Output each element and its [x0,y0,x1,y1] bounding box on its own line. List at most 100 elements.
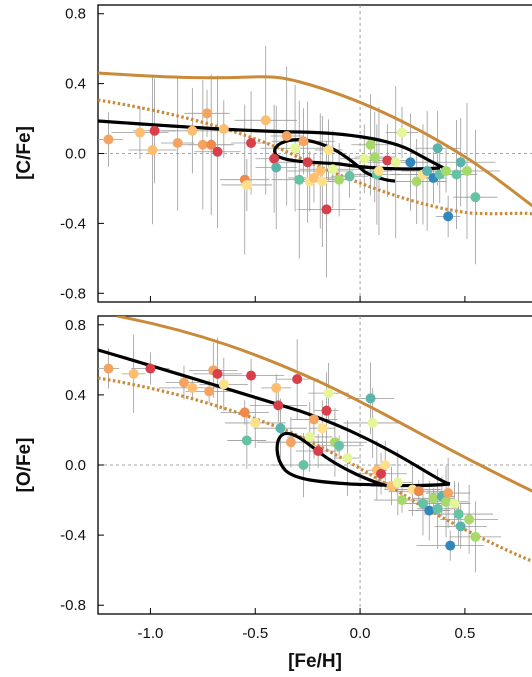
data-point [204,386,215,397]
data-point [449,498,460,509]
data-point [281,131,292,142]
data-point [321,405,332,416]
data-point [197,139,208,150]
data-point [241,179,252,190]
data-point [369,151,380,162]
data-point [405,157,416,168]
data-point [413,486,424,497]
data-point [212,368,223,379]
data-point [327,164,338,175]
x-tick-label: -1.0 [137,625,163,642]
data-point [103,134,114,145]
data-point [397,127,408,138]
data-point [315,165,326,176]
x-tick-label: 0.5 [454,625,475,642]
data-point [323,388,334,399]
carbon-y-ticks: 0.8 0.4 0.0 -0.4 -0.8 [60,6,104,302]
oxygen-y-ticks: 0.8 0.4 0.0 -0.4 -0.8 [60,317,104,614]
data-point [218,124,229,135]
data-point [464,514,475,525]
data-point [411,176,422,187]
oxygen-model-curve-solid [116,316,532,493]
data-point [294,174,305,185]
oxygen-y-axis-title: [O/Fe] [14,438,35,493]
data-point [302,157,313,168]
data-point [269,153,280,164]
data-point [417,498,428,509]
data-point [470,531,481,542]
oxygen-x-ticks: -1.0 -0.5 0.0 0.5 [137,608,475,642]
data-point [376,468,387,479]
data-point [313,445,324,456]
oxygen-model-track-outer [98,348,451,486]
data-point [455,521,466,532]
data-point [365,393,376,404]
y-tick-label: 0.0 [65,457,86,474]
carbon-x-ticks [149,296,466,302]
data-point [365,139,376,150]
data-point [271,162,282,173]
x-tick-label: -0.5 [242,625,268,642]
data-point [390,157,401,168]
data-point [441,496,452,507]
data-point [149,125,160,136]
data-point [202,108,213,119]
data-point [218,379,229,390]
data-point [317,176,328,187]
data-point [342,452,353,463]
data-point [187,125,198,136]
data-point [334,174,345,185]
data-point [323,145,334,156]
data-point [321,204,332,215]
data-point [359,153,370,164]
x-axis-title: [Fe/H] [288,651,342,672]
data-point [424,505,435,516]
oxygen-model-curve-dotted [98,376,532,563]
y-tick-label: -0.4 [60,527,86,544]
y-tick-label: 0.8 [65,6,86,23]
data-point [275,423,286,434]
data-point [392,477,403,488]
data-point [134,127,145,138]
data-point [441,165,452,176]
data-point [344,171,355,182]
data-point [451,169,462,180]
data-point [432,503,443,514]
y-tick-label: -0.8 [60,597,86,614]
data-point [290,143,301,154]
x-tick-label: 0.0 [350,625,371,642]
data-point [145,363,156,374]
data-point [212,146,223,157]
data-point [246,138,257,149]
carbon-model-curve-solid [98,71,532,208]
y-tick-label: -0.8 [60,285,86,302]
data-point [239,407,250,418]
data-point [432,143,443,154]
data-point [445,540,456,551]
data-point [172,138,183,149]
data-point [206,139,217,150]
data-point [443,488,454,499]
carbon-y-axis-title: [C/Fe] [14,126,35,180]
oxygen-panel: 0.8 0.4 0.0 -0.4 -0.8 -1.0 -0.5 0.0 0.5 [O/Fe] [14,315,532,642]
y-tick-label: 0.8 [65,317,86,334]
data-point [271,382,282,393]
y-tick-label: 0.4 [65,76,86,93]
data-point [428,493,439,504]
carbon-data-points [103,108,481,222]
data-point [367,417,378,428]
data-point [334,440,345,451]
data-point [373,165,384,176]
y-tick-label: 0.4 [65,387,86,404]
data-point [397,495,408,506]
data-point [304,431,315,442]
data-point [308,172,319,183]
data-point [273,400,284,411]
oxygen-data-points [103,363,481,551]
data-point [455,157,466,168]
oxygen-error-bars [98,334,502,573]
data-point [128,368,139,379]
data-point [246,370,257,381]
data-point [382,155,393,166]
